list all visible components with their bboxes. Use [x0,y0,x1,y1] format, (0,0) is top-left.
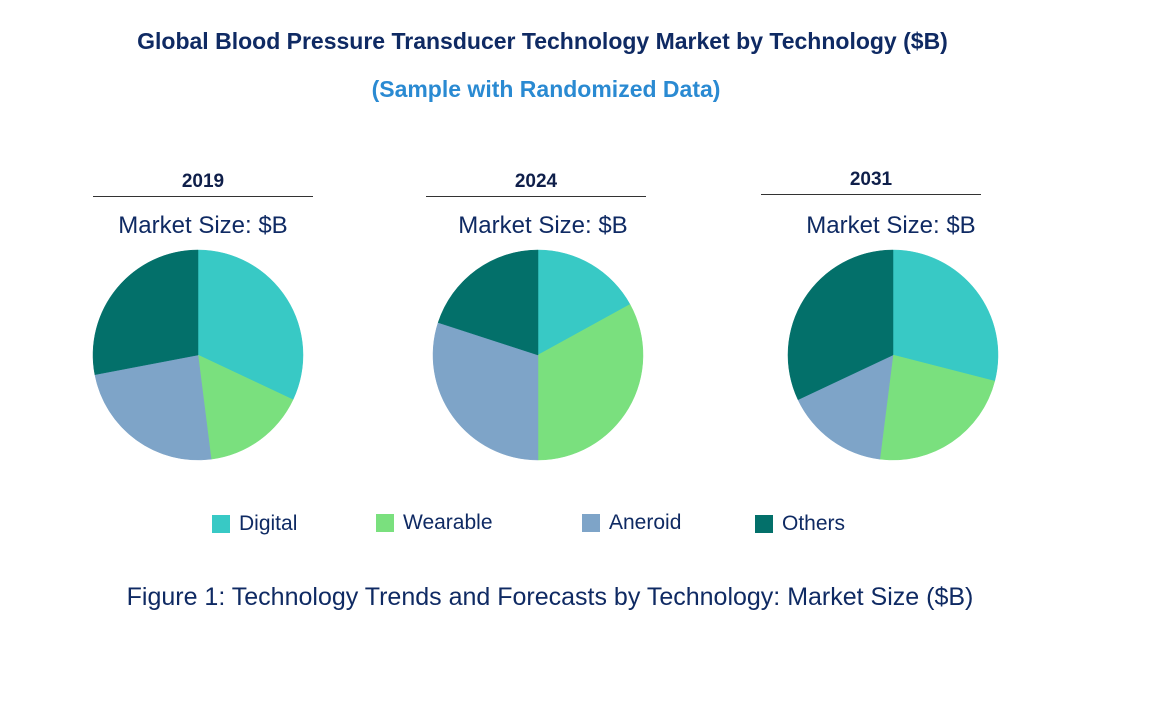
pie-slice-2031-wearable [879,354,996,461]
figure-caption: Figure 1: Technology Trends and Forecast… [126,583,974,611]
pie-slice-2019-digital [197,249,304,401]
legend-item-wearable: Wearable [376,511,493,535]
legend-label-wearable: Wearable [403,511,493,534]
chart-subtitle: (Sample with Randomized Data) [371,76,721,102]
legend-item-others: Others [755,512,845,536]
market-size-label-2031: Market Size: $B [806,212,976,239]
pie-slice-2024-others [437,249,539,356]
legend-item-aneroid: Aneroid [582,511,681,535]
pie-slice-2019-wearable [197,354,294,460]
pie-slice-2024-wearable [537,304,644,461]
pie-slice-2031-others [787,249,894,401]
pie-slice-2024-aneroid [432,322,539,461]
legend-swatch-aneroid [582,514,600,532]
pie-slice-2031-digital [892,249,999,382]
market-size-label-2019: Market Size: $B [118,212,288,239]
chart-title: Global Blood Pressure Transducer Technol… [137,28,948,54]
market-size-label-2024: Market Size: $B [458,212,628,239]
pie-title-2019: 2019 [93,171,313,197]
legend-label-others: Others [782,512,846,535]
pie-slice-2019-aneroid [94,354,212,461]
pie-slice-2031-aneroid [797,354,894,460]
legend-swatch-others [755,515,773,533]
legend-swatch-digital [212,515,230,533]
pie-slice-2024-digital [537,249,631,356]
legend-item-digital: Digital [212,512,297,536]
legend-label-digital: Digital [239,512,298,535]
pie-title-2024: 2024 [426,171,646,197]
pie-slice-2019-others [92,249,199,375]
legend-swatch-wearable [376,514,394,532]
pie-title-2031: 2031 [761,169,981,195]
legend-label-aneroid: Aneroid [609,511,682,534]
